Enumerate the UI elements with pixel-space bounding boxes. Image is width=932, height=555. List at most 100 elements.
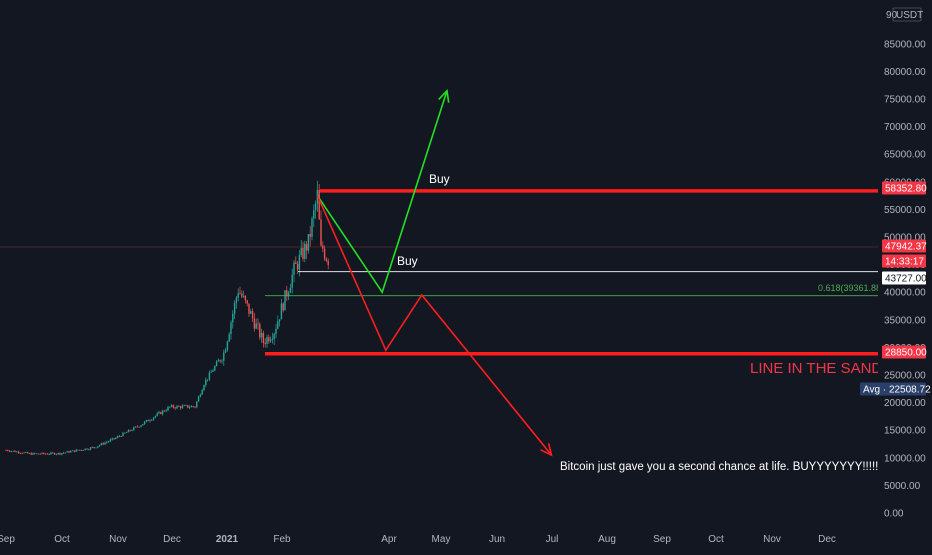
candle-body (8, 450, 11, 452)
candle-body (34, 453, 36, 454)
candle-body (197, 396, 200, 402)
time-tick-label: May (432, 534, 451, 545)
candle-body (71, 450, 74, 452)
candle-body (176, 405, 178, 409)
candle-body (68, 451, 70, 453)
candle-body (158, 412, 160, 414)
candle-body (160, 412, 162, 414)
time-axis[interactable] (0, 527, 932, 550)
time-tick-label: Dec (818, 534, 836, 545)
bearish-projection[interactable] (316, 195, 553, 456)
candle-body (307, 234, 310, 251)
candle-body (165, 410, 167, 412)
candle-body (266, 337, 268, 345)
candle-body (62, 452, 65, 454)
price-tick-label: 15000.00 (884, 426, 926, 437)
candle-body (224, 349, 227, 353)
candle-body (52, 452, 54, 454)
candle-body (80, 449, 83, 451)
currency-box[interactable] (892, 7, 922, 22)
candle-body (19, 452, 22, 454)
time-axis-ticks: Sep Oct Nov Dec 2021 Feb Apr May Jun Jul Aug Sep Oct… (0, 534, 836, 545)
candle-body (46, 453, 49, 455)
candle-body (185, 405, 187, 407)
price-label: 14:33:17 (885, 257, 924, 268)
candle-body (14, 450, 16, 453)
candle-body (246, 300, 248, 304)
candle-body (221, 360, 223, 362)
candle-body (170, 405, 173, 407)
candle-body (320, 219, 322, 246)
candle-body (318, 190, 320, 220)
candle-body (118, 436, 121, 437)
price-axis-top-tick: 90 (886, 10, 898, 21)
price-label-box (882, 254, 926, 268)
time-tick-label: Sep (0, 534, 15, 545)
time-tick-label: Nov (109, 534, 127, 545)
candle-body (190, 406, 193, 408)
candle-body (16, 451, 18, 453)
candle-body (179, 406, 182, 409)
fib-label: 0.618(39361.88) (818, 283, 884, 293)
candle-body (115, 437, 117, 439)
price-tick-label: 0.00 (884, 509, 904, 520)
candle-body (325, 258, 328, 261)
candle-body (131, 430, 133, 431)
candle-body (149, 420, 151, 422)
price-tick-label: 75000.00 (884, 95, 926, 106)
candle-body (152, 417, 155, 420)
candle-body (142, 424, 144, 426)
candle-body (302, 247, 304, 259)
comment-label: Bitcoin just gave you a second chance at… (560, 461, 888, 473)
candle-body (282, 303, 284, 311)
candle-body (26, 452, 29, 454)
candle-body (107, 441, 110, 443)
candle-body (25, 452, 27, 453)
projection-group (316, 88, 553, 457)
candle-body (226, 341, 229, 350)
candle-body (127, 429, 130, 433)
candle-body (5, 450, 7, 451)
candle-body (30, 453, 32, 455)
candle-body (327, 260, 329, 265)
candle-body (145, 420, 148, 422)
candle-body (194, 406, 196, 408)
candle-body (203, 385, 205, 391)
candle-body (35, 453, 38, 455)
candle-body (70, 451, 72, 453)
time-tick-label: 2021 (216, 534, 239, 545)
time-tick-label: Nov (763, 534, 781, 545)
time-tick-label: Feb (273, 534, 291, 545)
candle-body (300, 247, 302, 256)
candle-body (183, 405, 185, 407)
candle-body (291, 274, 293, 288)
candle-body (228, 334, 230, 342)
candle-body (7, 450, 9, 451)
candle-body (223, 352, 225, 361)
candle-body (237, 293, 239, 298)
candle-body (230, 322, 232, 335)
candle-body (136, 426, 139, 428)
line-in-sand-label: LINE IN THE SAND (750, 360, 882, 377)
price-label: 58352.80 (885, 184, 927, 195)
candle-body (287, 292, 290, 297)
candle-body (100, 443, 103, 446)
candle-body (43, 452, 45, 454)
candle-body (138, 426, 140, 428)
candle-body (215, 361, 218, 367)
price-tick-label: 55000.00 (884, 205, 926, 216)
candle-body (17, 451, 20, 453)
candle-body (59, 452, 61, 455)
candle-body (140, 425, 142, 427)
price-tick-label: 85000.00 (884, 39, 926, 50)
candle-body (239, 293, 241, 295)
candle-body (48, 454, 50, 455)
candle-body (199, 394, 202, 397)
candle-body (95, 447, 97, 449)
candle-body (84, 448, 86, 451)
bullish-projection[interactable] (316, 90, 448, 295)
time-tick-label: Jun (489, 534, 505, 545)
candle-body (113, 438, 115, 440)
